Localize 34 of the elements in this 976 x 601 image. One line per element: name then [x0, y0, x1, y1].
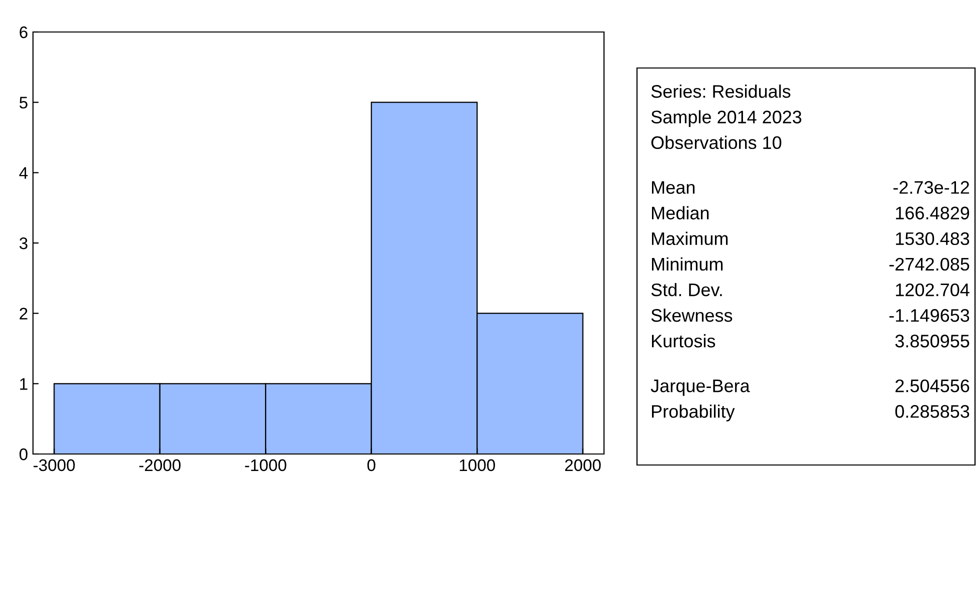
x-tick-label: 2000 — [565, 459, 601, 472]
x-tick-label: -1000 — [245, 459, 286, 472]
text: Sample 2014 2023 — [651, 110, 802, 128]
text: -2.73e-12 — [893, 181, 970, 194]
text: Skewness — [651, 308, 732, 322]
text: 166.4829 — [896, 206, 970, 220]
y-tick-label: 2 — [20, 308, 28, 320]
y-tick-label: 6 — [20, 26, 28, 38]
text: Jarque-Bera — [650, 380, 750, 396]
text: Probability — [652, 404, 735, 422]
text: 1530.483 — [896, 232, 970, 246]
text: Minimum — [652, 257, 723, 271]
text: 0.285853 — [895, 405, 970, 418]
text: Kurtosis — [652, 334, 716, 348]
text: Median — [652, 206, 709, 220]
x-tick-label: 0 — [367, 459, 376, 472]
y-tick-label: 3 — [20, 237, 28, 250]
x-tick-label: -3000 — [34, 459, 75, 472]
text: 1202.704 — [896, 283, 970, 296]
x-tick-label: -2000 — [139, 459, 181, 472]
text: 2.504556 — [896, 379, 970, 392]
y-tick-label: 1 — [20, 378, 28, 390]
text: Mean — [652, 181, 695, 194]
y-tick-label: 0 — [20, 448, 28, 460]
text: Series: Residuals — [651, 84, 790, 98]
x-tick-label: 1000 — [460, 459, 495, 472]
text: 3.850955 — [895, 334, 970, 348]
text: -1.149653 — [889, 309, 970, 322]
y-tick-label: 4 — [19, 167, 28, 179]
y-tick-label: 5 — [20, 96, 28, 109]
text: Observations 10 — [651, 136, 782, 150]
text: -2742.085 — [889, 258, 970, 271]
text: Maximum — [652, 232, 728, 246]
text: Std. Dev. — [651, 282, 722, 296]
